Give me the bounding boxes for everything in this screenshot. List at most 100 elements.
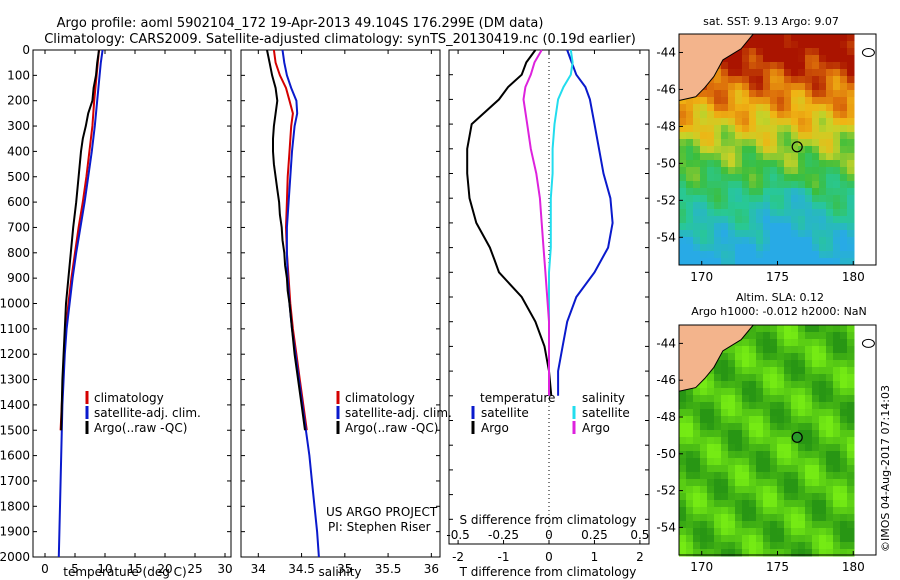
map-cell [763, 237, 771, 245]
map-cell [791, 104, 799, 112]
map-cell [693, 500, 701, 508]
map-cell [679, 444, 687, 452]
map-cell [707, 125, 715, 133]
map-cell [679, 125, 687, 133]
map-cell [791, 146, 799, 154]
map-cell [693, 549, 701, 557]
map-y-tick-label: -52 [656, 484, 676, 498]
map-cell [749, 493, 757, 501]
map-cell [798, 521, 806, 529]
map-cell [826, 118, 834, 126]
map-cell [812, 507, 820, 515]
map-cell [763, 395, 771, 403]
map-cell [700, 381, 708, 389]
map-cell [714, 507, 722, 515]
map-cell [756, 416, 764, 424]
map-cell [819, 500, 827, 508]
map-cell [840, 230, 848, 238]
map-cell [770, 458, 778, 466]
map-cell [700, 472, 708, 480]
map-cell [784, 97, 792, 105]
map-cell [798, 388, 806, 396]
map-cell [728, 472, 736, 480]
map-cell [847, 97, 855, 105]
title-line1: Argo profile: aoml 5902104_172 19-Apr-20… [57, 16, 544, 31]
map-cell [847, 374, 855, 382]
map-cell [735, 195, 743, 203]
map-cell [840, 367, 848, 375]
salinity-xlabel: salinity [318, 565, 361, 579]
map-cell [805, 493, 813, 501]
x-tick-label: 10 [97, 562, 112, 576]
map-cell [784, 174, 792, 182]
map-cell [693, 97, 701, 105]
map-cell [763, 48, 771, 56]
map-cell [812, 195, 820, 203]
map-cell [777, 216, 785, 224]
map-cell [805, 346, 813, 354]
map-cell [679, 500, 687, 508]
map-cell [784, 549, 792, 557]
map-cell [728, 542, 736, 550]
map-cell [763, 251, 771, 259]
map-cell [805, 332, 813, 340]
map-cell [777, 521, 785, 529]
map-cell [742, 493, 750, 501]
map-cell [777, 409, 785, 417]
map-cell [735, 465, 743, 473]
map-cell [805, 83, 813, 91]
map-cell [756, 381, 764, 389]
sla-map-title-2: Argo h1000: -0.012 h2000: NaN [691, 305, 867, 318]
map-cell [763, 230, 771, 238]
map-cell [826, 244, 834, 252]
map-cell [693, 132, 701, 140]
map-cell [714, 125, 722, 133]
map-cell [777, 423, 785, 431]
map-cell [679, 251, 687, 259]
map-cell [847, 437, 855, 445]
map-cell [686, 132, 694, 140]
map-cell [784, 167, 792, 175]
map-cell [714, 465, 722, 473]
map-cell [742, 174, 750, 182]
map-cell [763, 209, 771, 217]
map-cell [791, 521, 799, 529]
map-cell [735, 388, 743, 396]
map-cell [749, 188, 757, 196]
map-cell [847, 388, 855, 396]
map-cell [749, 90, 757, 98]
map-cell [721, 83, 729, 91]
map-cell [749, 423, 757, 431]
map-cell [847, 34, 855, 42]
y-tick-label: 1400 [0, 398, 30, 412]
map-cell [812, 535, 820, 543]
map-cell [714, 132, 722, 140]
map-cell [686, 188, 694, 196]
map-cell [840, 251, 848, 259]
map-cell [742, 146, 750, 154]
map-cell [847, 174, 855, 182]
map-cell [735, 55, 743, 63]
map-cell [714, 444, 722, 452]
map-cell [735, 493, 743, 501]
map-cell [714, 244, 722, 252]
map-cell [693, 216, 701, 224]
map-cell [847, 381, 855, 389]
map-cell [847, 493, 855, 501]
map-cell [742, 223, 750, 231]
map-cell [714, 111, 722, 119]
map-cell [819, 521, 827, 529]
map-cell [812, 230, 820, 238]
map-cell [735, 444, 743, 452]
map-cell [833, 195, 841, 203]
map-cell [735, 437, 743, 445]
map-cell [819, 125, 827, 133]
map-cell [749, 374, 757, 382]
map-cell [742, 195, 750, 203]
legend-temp-satellite: satellite [481, 406, 529, 420]
map-cell [686, 409, 694, 417]
map-cell [686, 388, 694, 396]
map-cell [756, 223, 764, 231]
map-cell [791, 325, 799, 333]
map-cell [686, 97, 694, 105]
